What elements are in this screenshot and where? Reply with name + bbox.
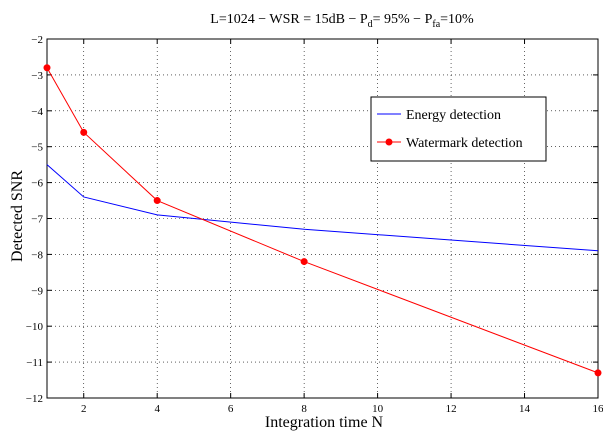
title-middle: = 95% − P [373,12,433,27]
y-tick-label: −4 [31,106,43,118]
data-series [43,64,602,377]
legend-box [370,96,547,162]
legend: Energy detection Watermark detection [370,96,547,162]
x-tick-label: 10 [372,403,384,415]
y-tick-label: −7 [31,214,43,226]
y-tick-label: −9 [31,285,43,297]
x-tick-label: 14 [519,403,531,415]
legend-label-energy: Energy detection [406,108,501,123]
title-suffix: =10% [440,12,474,27]
x-tick-label: 4 [154,403,160,415]
y-tick-label: −11 [26,357,43,369]
title-pd-subscript: d [368,19,373,30]
data-point-watermark-detection [80,128,88,136]
chart-title: L=1024 − WSR = 15dB − Pd= 95% − Pfa=10% [210,12,474,30]
series-line-energy-detection [46,164,599,252]
legend-marker-watermark [385,138,393,146]
x-axis-label: Integration time N [265,414,384,431]
y-tick-label: −6 [31,178,43,190]
data-point-watermark-detection [153,197,161,205]
title-pfa-subscript: fa [432,19,440,30]
y-tick-label: −8 [31,249,43,261]
data-point-watermark-detection [300,258,308,266]
y-axis-label: Detected SNR [9,170,26,262]
x-tick-label: 12 [446,403,457,415]
y-tick-label: −12 [26,393,43,405]
axis-ticks [47,38,599,399]
title-prefix: L=1024 − WSR = 15dB − P [210,12,368,27]
x-tick-label: 6 [228,403,234,415]
x-tick-label: 16 [593,403,603,415]
y-tick-label: −2 [31,34,43,46]
y-tick-label: −5 [31,142,43,154]
data-point-watermark-detection [594,369,602,377]
tick-labels: 2 4 6 8 10 12 14 16 −12 −11 −10 −9 −8 −7 −6 −5 −4 −3 −2 [26,34,603,415]
y-tick-label: −3 [31,70,43,82]
y-tick-label: −10 [26,321,44,333]
x-tick-label: 2 [81,403,87,415]
x-tick-label: 8 [301,403,307,415]
legend-label-watermark: Watermark detection [406,136,523,151]
data-point-watermark-detection [43,64,51,72]
